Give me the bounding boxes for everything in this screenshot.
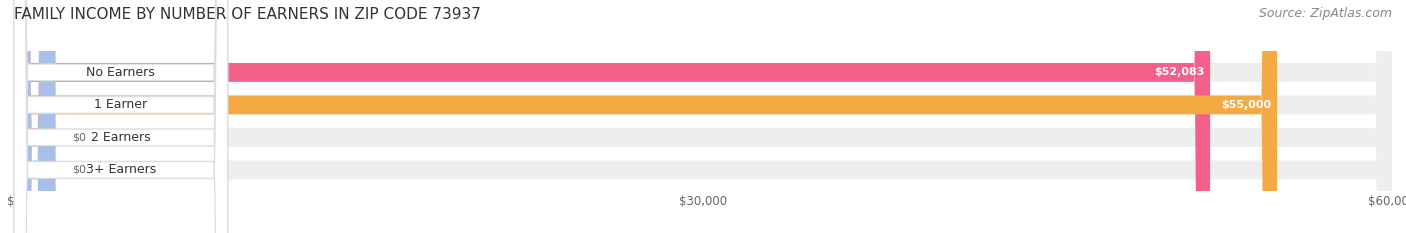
FancyBboxPatch shape <box>14 0 1392 233</box>
FancyBboxPatch shape <box>14 0 228 233</box>
FancyBboxPatch shape <box>14 0 228 233</box>
Text: FAMILY INCOME BY NUMBER OF EARNERS IN ZIP CODE 73937: FAMILY INCOME BY NUMBER OF EARNERS IN ZI… <box>14 7 481 22</box>
FancyBboxPatch shape <box>14 0 1277 233</box>
Text: 1 Earner: 1 Earner <box>94 98 148 111</box>
Text: No Earners: No Earners <box>87 66 155 79</box>
Text: 3+ Earners: 3+ Earners <box>86 163 156 176</box>
Text: 2 Earners: 2 Earners <box>91 131 150 144</box>
Text: Source: ZipAtlas.com: Source: ZipAtlas.com <box>1258 7 1392 20</box>
Text: $55,000: $55,000 <box>1222 100 1271 110</box>
FancyBboxPatch shape <box>14 0 228 233</box>
FancyBboxPatch shape <box>14 0 1211 233</box>
Text: $52,083: $52,083 <box>1154 67 1205 77</box>
FancyBboxPatch shape <box>14 0 1392 233</box>
FancyBboxPatch shape <box>14 0 1392 233</box>
Text: $0: $0 <box>72 165 86 175</box>
FancyBboxPatch shape <box>14 0 55 233</box>
FancyBboxPatch shape <box>14 0 1392 233</box>
Text: $0: $0 <box>72 132 86 142</box>
FancyBboxPatch shape <box>14 0 228 233</box>
FancyBboxPatch shape <box>14 0 55 233</box>
